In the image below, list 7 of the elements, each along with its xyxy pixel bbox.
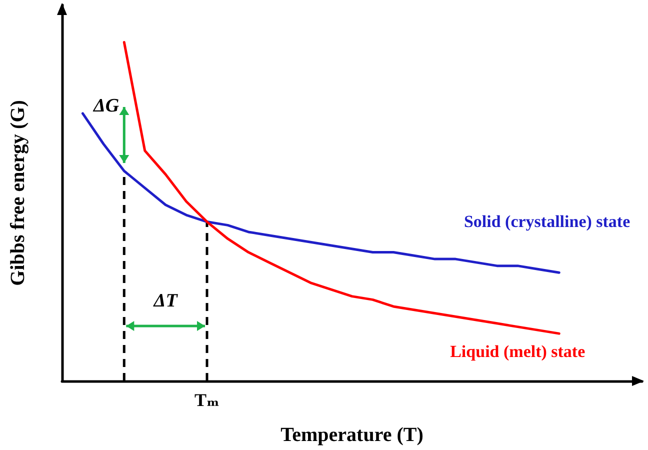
y-axis-title: Gibbs free energy (G) — [7, 100, 29, 286]
series-label: Liquid (melt) state — [450, 342, 586, 362]
annotation: ΔG — [92, 95, 120, 116]
annotation: ΔT — [152, 290, 179, 312]
x-axis-title: Temperature (T) — [280, 424, 424, 446]
text: Tₘ — [194, 390, 220, 410]
series-label: Solid (crystalline) state — [464, 212, 631, 232]
